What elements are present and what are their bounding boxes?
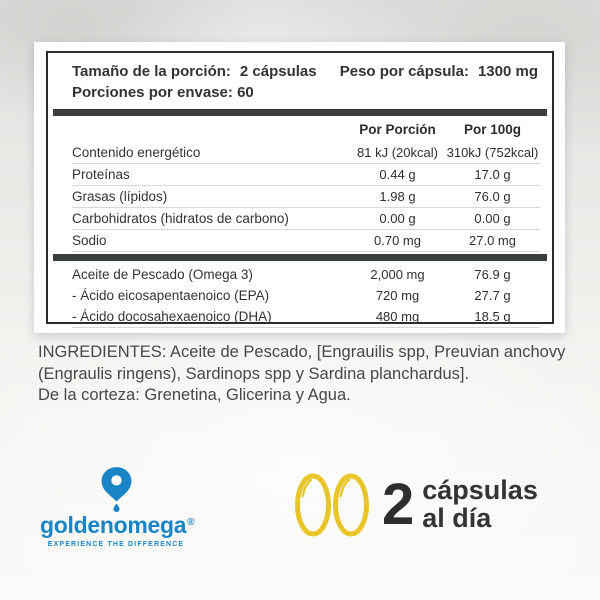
servings-per-container-label: Porciones por envase: — [72, 84, 233, 101]
table-row: Carbohidratos (hidratos de carbono) 0.00… — [72, 208, 540, 230]
table-row: - Ácido eicosapentaenoico (EPA) 720 mg 2… — [72, 288, 511, 303]
table-row: Contenido energético 81 kJ (20kcal) 310k… — [72, 142, 540, 164]
table-row: Grasas (lípidos) 1.98 g 76.0 g — [72, 186, 540, 208]
divider-bar-top — [53, 109, 547, 116]
brand-logo: goldenomega® EXPERIENCE THE DIFFERENCE — [40, 466, 195, 548]
brand-wordmark: goldenomega® — [40, 512, 195, 538]
col-per-100g: Por 100g — [463, 121, 522, 137]
serving-size-value: 2 cápsulas — [239, 63, 317, 80]
ingredients-text: INGREDIENTES: Aceite de Pescado, [Engrau… — [38, 342, 578, 407]
capsule-weight-label: Peso por cápsula: — [339, 63, 469, 80]
nutrient-rows: Contenido energético 81 kJ (20kcal) 310k… — [48, 142, 552, 252]
capsule-icon — [295, 473, 369, 537]
registered-trademark-symbol: ® — [187, 517, 195, 528]
nutrition-panel: Tamaño de la porción: 2 cápsulas Peso por… — [34, 42, 565, 333]
nutrition-panel-border: Tamaño de la porción: 2 cápsulas Peso por… — [46, 51, 554, 328]
table-row: Aceite de Pescado (Omega 3) 2,000 mg 76.… — [72, 267, 511, 282]
divider-bar-bottom — [53, 254, 547, 261]
omega-rows: Aceite de Pescado (Omega 3) 2,000 mg 76.… — [48, 264, 552, 328]
dosage-unit: cápsulas al día — [422, 475, 538, 533]
dosage-info: 2 cápsulas al día — [294, 473, 538, 537]
panel-header: Tamaño de la porción: 2 cápsulas Peso por… — [48, 53, 552, 103]
column-headers: Por Porción Por 100g — [72, 116, 540, 142]
col-per-serving: Por Porción — [359, 121, 436, 137]
table-row: Proteínas 0.44 g 17.0 g — [72, 164, 540, 186]
serving-size-label: Tamaño de la porción: — [72, 63, 231, 80]
capsule-weight-value: 1300 mg — [477, 63, 538, 80]
brand-tagline: EXPERIENCE THE DIFFERENCE — [47, 541, 185, 548]
table-row: - Ácido docosahexaenoico (DHA) 480 mg 18… — [72, 306, 540, 328]
ingredients-paragraph: INGREDIENTES: Aceite de Pescado, [Engrau… — [38, 343, 566, 383]
map-pin-drop-icon — [101, 467, 131, 512]
dosage-count: 2 — [382, 471, 415, 537]
table-row: Sodio 0.70 mg 27.0 mg — [72, 230, 540, 252]
ingredients-capsule-shell: De la corteza: Grenetina, Glicerina y Ag… — [38, 386, 351, 404]
servings-per-container-value: 60 — [237, 84, 254, 101]
